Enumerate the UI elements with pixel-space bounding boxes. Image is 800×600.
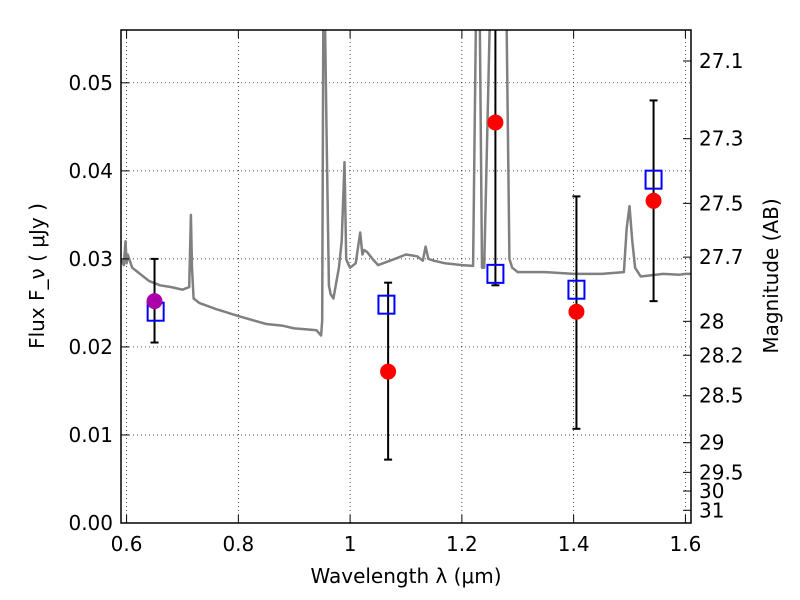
- y-tick-label: 0.01: [68, 423, 113, 447]
- ticks-layer: 0.6 0.8 1 1.2 1.4 1.6 0.00 0.01 0.02 0.03 0.04 0.05…: [68, 30, 744, 556]
- observed-point-marker: [645, 192, 662, 209]
- model-square-marker: [486, 263, 505, 284]
- y-tick-label: 0.03: [68, 247, 113, 271]
- mag-tick-label: 27.5: [699, 191, 744, 215]
- observed-point-marker: [380, 363, 397, 380]
- x-tick-label: 1: [344, 532, 357, 556]
- plot-frame: [120, 29, 692, 524]
- y-tick-label: 0.00: [68, 511, 113, 535]
- markers-layer: [146, 114, 663, 380]
- mag-tick-label: 29.5: [699, 460, 744, 484]
- x-axis-label: Wavelength λ (μm): [310, 564, 501, 588]
- mag-tick-label: 28: [699, 309, 724, 333]
- spectrum-line: [121, 30, 691, 337]
- y-tick-label: 0.02: [68, 335, 113, 359]
- mag-tick-label: 28.2: [699, 343, 744, 367]
- mag-tick-label: 27.1: [699, 49, 744, 73]
- mag-tick-label: 30: [699, 479, 724, 503]
- y-tick-label: 0.04: [68, 159, 113, 183]
- x-tick-label: 1.4: [558, 532, 590, 556]
- model-square-marker: [377, 294, 396, 315]
- magnitude-axis-label: Magnitude (AB): [759, 198, 783, 353]
- mag-tick-label: 27.7: [699, 245, 744, 269]
- observed-point-marker: [487, 114, 504, 131]
- y-axis-label: Flux F_ν ( μJy ): [25, 203, 49, 349]
- observed-point-marker: [568, 303, 585, 320]
- x-tick-label: 1.2: [446, 532, 478, 556]
- x-tick-label: 0.6: [111, 532, 143, 556]
- mag-tick-label: 31: [699, 498, 724, 522]
- x-tick-label: 0.8: [222, 532, 254, 556]
- model-square-marker: [644, 169, 663, 190]
- model-square-marker: [567, 279, 586, 300]
- x-tick-label: 1.6: [670, 532, 702, 556]
- spectrum-layer: [121, 30, 691, 337]
- y-tick-label: 0.05: [68, 71, 113, 95]
- optical-point-marker: [146, 293, 163, 310]
- mag-tick-label: 27.3: [699, 127, 744, 151]
- mag-tick-label: 28.5: [699, 384, 744, 408]
- mag-tick-label: 29: [699, 431, 724, 455]
